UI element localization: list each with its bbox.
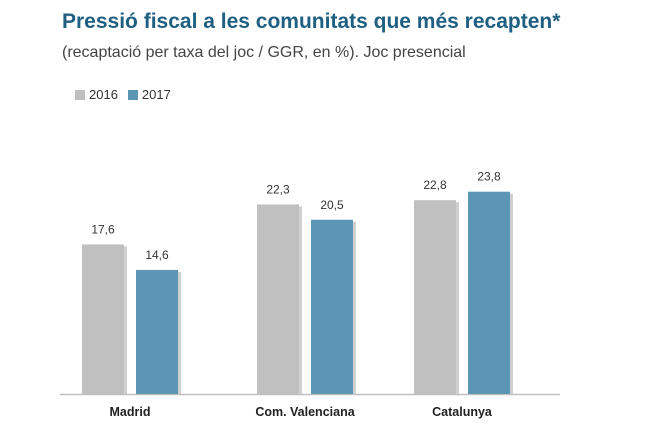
bar-2017-com-valenciana (311, 219, 353, 394)
category-label-1: Com. Valenciana (255, 405, 355, 419)
legend-label-2017: 2017 (141, 87, 171, 102)
legend-label-2016: 2016 (89, 87, 118, 102)
chart-title: Pressió fiscal a les comunitats que més … (62, 10, 561, 33)
data-label-2016-1: 22,3 (266, 182, 290, 196)
category-label-0: Madrid (110, 405, 151, 419)
chart-legend: 2016 2017 (75, 87, 181, 102)
data-label-2017-2: 23,8 (477, 170, 501, 184)
data-label-2016-2: 22,8 (423, 178, 447, 192)
bar-2016-catalunya (414, 200, 456, 394)
bar-2017-catalunya (468, 191, 510, 394)
bar-2017-madrid (136, 269, 178, 394)
bar-2016-madrid (82, 244, 124, 394)
bar-2016-com-valenciana (257, 204, 299, 394)
legend-item-2016: 2016 (75, 87, 118, 102)
chart-subtitle: (recaptació per taxa del joc / GGR, en %… (62, 44, 466, 61)
legend-item-2017: 2017 (127, 87, 171, 102)
data-label-2017-1: 20,5 (320, 198, 344, 212)
data-label-2017-0: 14,6 (145, 248, 169, 262)
category-label-2: Catalunya (432, 405, 493, 419)
legend-swatch-2016 (75, 89, 85, 100)
data-label-2016-0: 17,6 (91, 222, 115, 236)
legend-swatch-2017 (127, 89, 138, 100)
